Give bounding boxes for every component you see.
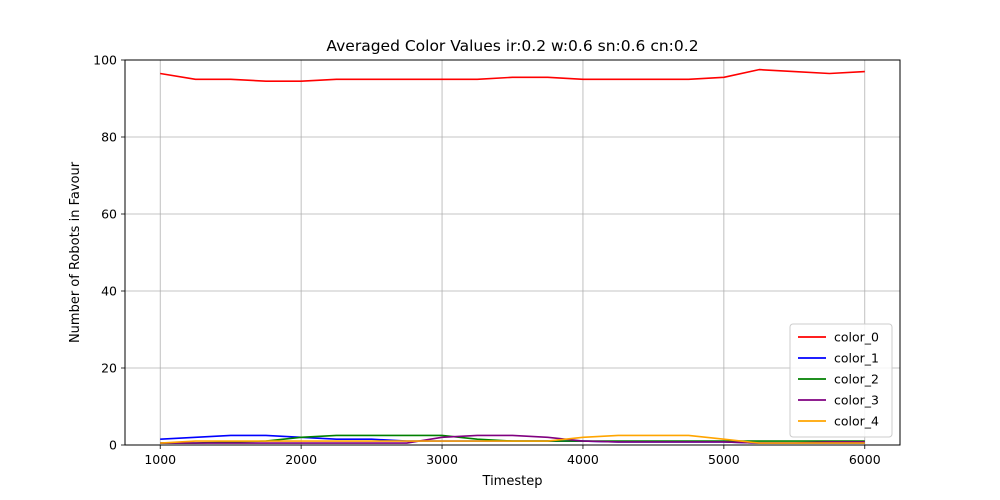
x-tick-label: 1000 [144, 452, 176, 467]
y-axis-ticks: 0 20 40 60 80 100 [93, 53, 125, 453]
x-axis-ticks: 1000 2000 3000 4000 5000 6000 [144, 445, 881, 467]
series-lines [160, 68, 865, 444]
legend-label: color_4 [834, 414, 879, 429]
y-tick-label: 60 [101, 207, 117, 222]
legend-label: color_0 [834, 330, 879, 345]
y-tick-label: 40 [101, 284, 117, 299]
x-tick-label: 3000 [426, 452, 458, 467]
y-tick-label: 0 [109, 438, 117, 453]
legend-label: color_3 [834, 393, 879, 408]
series-line-color_4 [160, 434, 865, 444]
x-axis-label: Timestep [482, 474, 543, 489]
x-tick-label: 2000 [285, 452, 317, 467]
x-tick-label: 6000 [849, 452, 881, 467]
legend-label: color_1 [834, 351, 879, 366]
plot-frame [124, 59, 901, 446]
y-tick-label: 100 [93, 53, 117, 68]
y-tick-label: 80 [101, 130, 117, 145]
x-tick-label: 4000 [567, 452, 599, 467]
legend-label: color_2 [834, 372, 879, 387]
y-axis-label: Number of Robots in Favour [68, 161, 83, 343]
x-tick-label: 5000 [708, 452, 740, 467]
series-line-color_0 [160, 68, 865, 82]
legend-box [789, 323, 893, 438]
legend: color_0 color_1 color_2 color_3 color_4 [789, 323, 893, 438]
chart-title: Averaged Color Values ir:0.2 w:0.6 sn:0.… [326, 37, 698, 55]
series-line-color_3 [160, 434, 865, 444]
y-tick-label: 20 [101, 361, 117, 376]
